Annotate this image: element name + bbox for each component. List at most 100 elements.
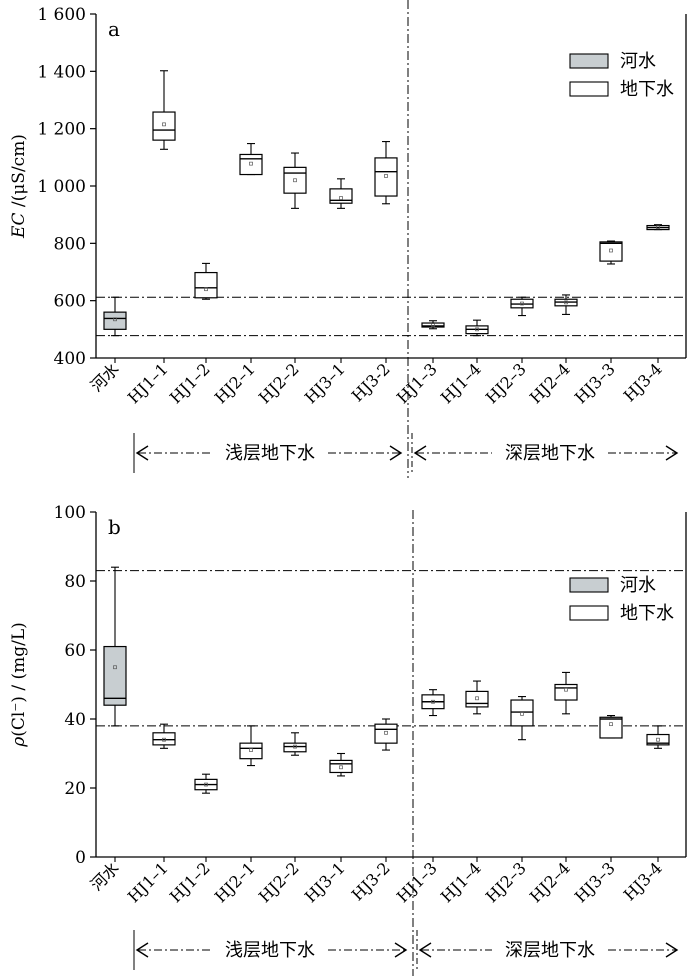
box-rect bbox=[421, 322, 445, 328]
box-rect bbox=[374, 723, 398, 744]
box-rect bbox=[239, 153, 263, 176]
mean-marker bbox=[162, 737, 166, 742]
mean-marker bbox=[339, 196, 343, 200]
box-7 bbox=[421, 320, 445, 330]
x-tick-label: HJ1–3 bbox=[393, 858, 441, 906]
box-10 bbox=[554, 294, 578, 315]
box-rect bbox=[599, 241, 623, 262]
group-label: 浅层地下水 bbox=[225, 940, 315, 961]
y-tick-label: 60 bbox=[64, 641, 86, 661]
box-0 bbox=[103, 566, 127, 727]
mean-marker bbox=[384, 174, 388, 178]
x-tick-label: HJ2–4 bbox=[526, 858, 574, 906]
arrow-left-icon bbox=[418, 942, 432, 958]
x-tick-label: HJ3-2 bbox=[348, 858, 394, 904]
legend-label: 地下水 bbox=[620, 603, 674, 624]
group-label: 深层地下水 bbox=[505, 443, 595, 464]
x-tick-label: HJ3-4 bbox=[620, 359, 666, 405]
box-rect bbox=[510, 699, 534, 727]
mean-marker bbox=[293, 744, 297, 749]
legend-label: 河水 bbox=[620, 51, 656, 72]
x-tick-label: HJ2–2 bbox=[255, 858, 303, 906]
box-rect bbox=[329, 188, 353, 204]
legend-swatch bbox=[569, 605, 609, 621]
x-tick-label: HJ1–3 bbox=[393, 359, 441, 407]
x-tick-label: HJ3–1 bbox=[301, 858, 349, 906]
box-2 bbox=[194, 773, 218, 794]
box-1 bbox=[152, 723, 176, 749]
box-5 bbox=[329, 178, 353, 209]
mean-marker bbox=[656, 225, 660, 230]
box-rect bbox=[554, 683, 578, 701]
arrow-left-icon bbox=[135, 445, 149, 461]
box-4 bbox=[283, 152, 307, 209]
box-rect bbox=[329, 759, 353, 774]
y-tick-label: 100 bbox=[54, 503, 86, 523]
y-axis-title: EC /(μS/cm) bbox=[9, 134, 29, 239]
box-rect bbox=[465, 690, 489, 708]
y-tick-label: 1 400 bbox=[37, 62, 86, 82]
box-12 bbox=[646, 224, 670, 231]
arrow-right-icon bbox=[665, 942, 679, 958]
y-tick-label: 1 600 bbox=[37, 5, 86, 25]
legend-label: 河水 bbox=[620, 575, 656, 596]
panel-a: 400 600 800 1 000 1 200 1 400 1 600 EC /(μS/cm)… bbox=[9, 0, 687, 478]
x-tick-label: HJ2–4 bbox=[526, 359, 574, 407]
box-rect bbox=[283, 742, 307, 753]
x-tick-label: HJ1–1 bbox=[124, 858, 172, 906]
mean-marker bbox=[162, 122, 166, 127]
mean-marker bbox=[204, 782, 208, 787]
box-7 bbox=[421, 689, 445, 717]
box-rect bbox=[599, 716, 623, 739]
box-12 bbox=[646, 725, 670, 749]
arrow-left-icon bbox=[413, 445, 427, 461]
mean-marker bbox=[431, 323, 435, 327]
box-rect bbox=[239, 742, 263, 760]
panel-letter: a bbox=[108, 17, 120, 41]
group-label: 浅层地下水 bbox=[225, 443, 315, 464]
mean-marker bbox=[656, 737, 660, 742]
legend-swatch bbox=[569, 53, 609, 69]
mean-marker bbox=[520, 301, 524, 306]
legend-label: 地下水 bbox=[620, 79, 674, 100]
mean-marker bbox=[204, 287, 208, 292]
y-axis-title: ρ(Cl⁻) / (mg/L) bbox=[9, 622, 29, 748]
mean-marker bbox=[431, 699, 435, 704]
mean-marker bbox=[564, 300, 568, 305]
box-rect bbox=[103, 645, 127, 706]
mean-marker bbox=[113, 665, 117, 670]
box-11 bbox=[599, 714, 623, 739]
mean-marker bbox=[384, 730, 388, 735]
x-tick-label: HJ3-4 bbox=[620, 858, 666, 904]
x-tick-label: HJ2–3 bbox=[482, 858, 530, 906]
box-9 bbox=[510, 296, 534, 317]
mean-marker bbox=[339, 765, 343, 770]
y-tick-label: 80 bbox=[64, 572, 86, 592]
x-tick-label: HJ1–2 bbox=[166, 359, 214, 407]
arrow-right-icon bbox=[665, 445, 679, 461]
x-tick-label: HJ3–3 bbox=[571, 359, 619, 407]
panel-letter: b bbox=[108, 515, 121, 539]
legend-swatch bbox=[569, 81, 609, 97]
box-0 bbox=[103, 296, 127, 337]
box-3 bbox=[239, 725, 263, 767]
y-tick-label: 0 bbox=[75, 848, 86, 868]
y-tick-label: 40 bbox=[64, 710, 86, 730]
box-rect bbox=[374, 157, 398, 197]
box-rect bbox=[194, 271, 218, 299]
mean-marker bbox=[293, 178, 297, 183]
box-8 bbox=[465, 680, 489, 715]
mean-marker bbox=[564, 687, 568, 692]
x-tick-label: HJ1–2 bbox=[166, 858, 214, 906]
mean-marker bbox=[249, 161, 253, 166]
x-tick-label: HJ2–3 bbox=[482, 359, 530, 407]
box-6 bbox=[374, 141, 398, 205]
box-rect bbox=[152, 732, 176, 746]
y-tick-label: 600 bbox=[54, 292, 86, 312]
x-tick-label: HJ1–4 bbox=[437, 858, 485, 906]
x-tick-label: HJ3-2 bbox=[348, 359, 394, 405]
